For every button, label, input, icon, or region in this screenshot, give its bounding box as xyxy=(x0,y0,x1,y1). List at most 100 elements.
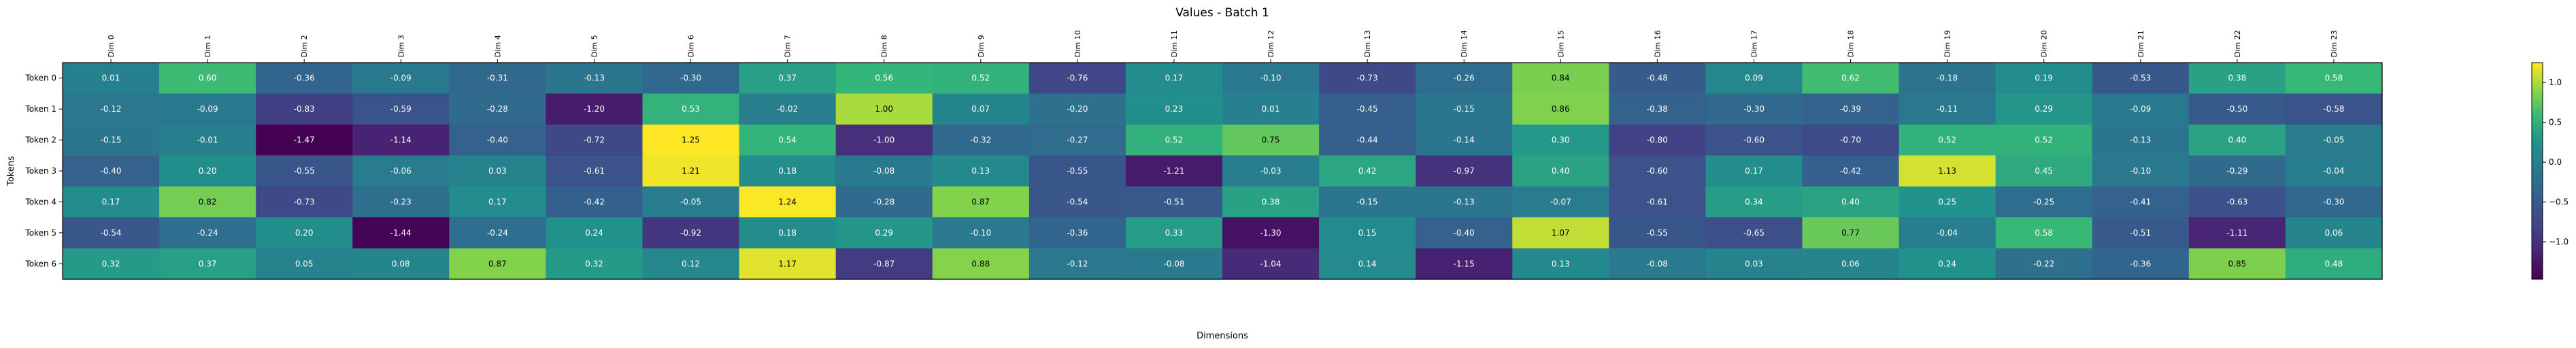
cell-value-label: 0.17 xyxy=(1745,166,1763,176)
cell-value-label: 0.20 xyxy=(199,166,217,176)
heatmap-cell xyxy=(932,186,1030,218)
heatmap-cell xyxy=(546,63,643,95)
x-tick-label: Dim 19 xyxy=(1943,30,1952,57)
heatmap-cell xyxy=(1028,217,1126,249)
heatmap-cell xyxy=(835,155,933,187)
heatmap-cell xyxy=(1898,155,1996,187)
heatmap-cell xyxy=(159,217,256,249)
heatmap-cell xyxy=(449,248,547,280)
cell-value-label: -1.15 xyxy=(1454,259,1475,268)
cell-value-label: -0.10 xyxy=(2130,166,2151,176)
y-tick-label: Token 2 xyxy=(24,136,56,145)
y-tick-label: Token 1 xyxy=(24,104,56,114)
cell-value-label: -0.70 xyxy=(1840,136,1861,145)
cell-value-label: 0.52 xyxy=(1938,136,1956,145)
cell-value-label: 0.24 xyxy=(585,228,603,238)
heatmap-cell xyxy=(1416,186,1513,218)
cell-value-label: 1.17 xyxy=(778,259,797,268)
cell-value-label: 1.25 xyxy=(682,136,700,145)
heatmap-cell xyxy=(256,186,353,218)
heatmap-cell xyxy=(642,155,740,187)
cell-value-label: -0.05 xyxy=(2323,136,2344,145)
heatmap-cell xyxy=(449,155,547,187)
cell-value-label: -0.02 xyxy=(777,104,798,114)
heatmap-cell xyxy=(1512,248,1609,280)
heatmap-cell xyxy=(1222,217,1320,249)
heatmap-cell xyxy=(1609,93,1707,125)
heatmap-cell xyxy=(352,93,450,125)
heatmap-cell xyxy=(1512,186,1609,218)
cell-value-label: -0.80 xyxy=(1647,136,1668,145)
heatmap-cell xyxy=(1416,93,1513,125)
heatmap-cell xyxy=(1222,124,1320,156)
heatmap-cell xyxy=(1995,63,2093,95)
heatmap-cell xyxy=(256,217,353,249)
cell-value-label: 0.17 xyxy=(102,197,120,206)
cell-value-label: -0.28 xyxy=(873,197,894,206)
x-tick-label: Dim 6 xyxy=(687,35,696,57)
x-tick-label: Dim 9 xyxy=(977,35,986,57)
heatmap-cell xyxy=(1995,217,2093,249)
y-axis-label: Tokens xyxy=(6,156,16,187)
cell-value-label: -0.30 xyxy=(2323,197,2344,206)
cell-value-label: -0.30 xyxy=(1743,104,1764,114)
cell-value-label: -0.39 xyxy=(1840,104,1861,114)
y-tick-label: Token 5 xyxy=(24,228,56,238)
cell-value-label: -0.60 xyxy=(1647,166,1668,176)
heatmap-cell xyxy=(932,155,1030,187)
heatmap-cell xyxy=(1512,217,1609,249)
cell-value-label: 1.00 xyxy=(875,104,893,114)
heatmap-cell xyxy=(1512,93,1609,125)
cell-value-label: -0.54 xyxy=(1067,197,1088,206)
heatmap-cell xyxy=(1995,248,2093,280)
cell-value-label: 0.40 xyxy=(2228,136,2247,145)
cell-value-label: -0.28 xyxy=(487,104,508,114)
heatmap-cell xyxy=(1416,217,1513,249)
heatmap-cell xyxy=(1319,93,1416,125)
cell-value-label: 0.42 xyxy=(1358,166,1377,176)
chart-title: Values - Batch 1 xyxy=(1175,6,1269,20)
heatmap-cell xyxy=(2285,63,2383,95)
heatmap-cell xyxy=(739,124,837,156)
heatmap-cell xyxy=(159,155,256,187)
x-tick-label: Dim 22 xyxy=(2233,30,2242,57)
heatmap-cell xyxy=(2285,124,2383,156)
cell-value-label: 1.07 xyxy=(1552,228,1570,238)
heatmap-cell xyxy=(1609,217,1707,249)
cell-value-label: -0.26 xyxy=(1454,74,1475,83)
cell-value-label: -0.09 xyxy=(390,74,412,83)
cell-value-label: -0.36 xyxy=(1067,228,1088,238)
cell-value-label: 0.33 xyxy=(1165,228,1184,238)
cell-value-label: -1.11 xyxy=(2226,228,2247,238)
x-tick-label: Dim 3 xyxy=(397,35,405,57)
cell-value-label: -0.15 xyxy=(101,136,122,145)
cell-value-label: -0.09 xyxy=(2130,104,2151,114)
heatmap-cell xyxy=(546,186,643,218)
cell-value-label: -0.63 xyxy=(2226,197,2247,206)
cell-value-label: -0.14 xyxy=(1454,136,1475,145)
cell-value-label: 0.01 xyxy=(102,74,120,83)
heatmap-cell xyxy=(159,186,256,218)
cell-value-label: -0.50 xyxy=(2226,104,2247,114)
heatmap-cell xyxy=(159,93,256,125)
heatmap-cell xyxy=(835,124,933,156)
cell-value-label: 0.54 xyxy=(778,136,797,145)
heatmap-cell xyxy=(2188,93,2286,125)
cell-value-label: 0.84 xyxy=(1552,74,1570,83)
heatmap-cell xyxy=(835,93,933,125)
heatmap-cell xyxy=(546,217,643,249)
heatmap-cell xyxy=(1995,124,2093,156)
cell-value-label: 0.52 xyxy=(971,74,990,83)
heatmap-cells: 0.01 0.60 -0.36 -0.09 -0.31 -0.13 -0.30 0.37 0.5… xyxy=(63,63,2383,280)
x-tick-label: Dim 18 xyxy=(1847,30,1856,57)
heatmap-cell xyxy=(1416,155,1513,187)
heatmap-cell xyxy=(1125,63,1223,95)
cell-value-label: -1.04 xyxy=(1260,259,1282,268)
cell-value-label: -0.29 xyxy=(2226,166,2247,176)
heatmap-cell xyxy=(256,63,353,95)
heatmap-cell xyxy=(256,93,353,125)
cell-value-label: 0.23 xyxy=(1165,104,1184,114)
x-tick-label: Dim 21 xyxy=(2137,30,2145,57)
cell-value-label: -0.05 xyxy=(680,197,701,206)
x-tick-group: Dim 0 Dim 1 Dim 2 Dim 3 Dim 4 Dim 5 Dim 6 Dim 7… xyxy=(107,30,2339,63)
